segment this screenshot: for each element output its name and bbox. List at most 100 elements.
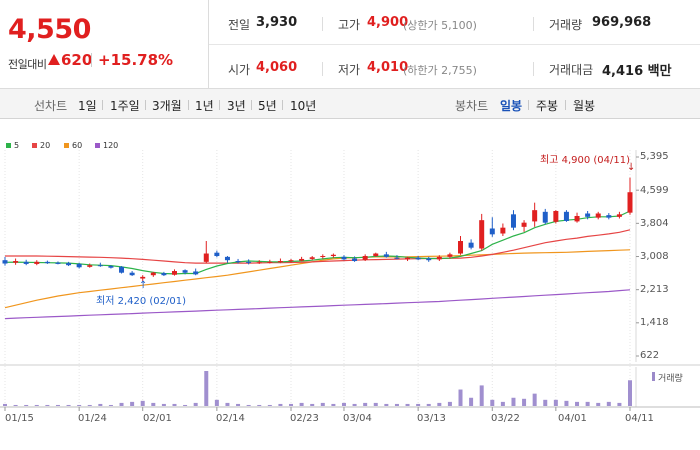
price-box: 4,550 전일대비 620 +15.78% [0,0,209,88]
x-tick: 02/14 [216,413,245,424]
period-1d[interactable]: 1일 [78,99,97,113]
period-1y[interactable]: 1년 [195,99,214,113]
candle-body [426,258,432,261]
candle-daily[interactable]: 일봉 [500,99,523,113]
period-3m[interactable]: 3개월 [152,99,182,113]
open-value: 4,060 [256,60,298,75]
period-10y[interactable]: 10년 [290,99,317,113]
volume-bar [299,402,304,406]
stat-separator [322,17,323,31]
candle-body [330,254,336,257]
stock-chart[interactable] [0,119,700,450]
candle-body [55,262,61,264]
ma60-legend: 60 [72,141,83,150]
volume-label: 거래량 [549,18,583,32]
candle-weekly[interactable]: 주봉 [536,99,559,113]
candle-body [616,214,622,217]
volume-bar [522,398,527,406]
candle-body [277,261,283,263]
low-label: 저가 [338,63,361,77]
ma120-swatch [95,143,100,148]
x-tick: 04/01 [558,413,587,424]
candle-body [510,214,516,228]
volume-bar [204,371,209,406]
change-label: 전일대비 [8,58,47,71]
volume-bar [352,403,357,406]
volume-bar [87,404,92,406]
change-value: 620 [61,51,93,69]
current-price: 4,550 [8,14,91,45]
candle-body [309,257,315,259]
ma5-line [4,210,631,275]
volume-bar [77,404,82,406]
volume-bar [130,401,135,406]
candle-body [97,265,103,267]
period-1w[interactable]: 1주일 [110,99,140,113]
candle-body [436,256,442,260]
stat-separator [533,17,534,31]
volume-bar [3,403,7,406]
volume-bar [161,403,166,406]
candle-monthly[interactable]: 월봉 [573,99,596,113]
volume-bar [511,397,516,406]
volume-bar [66,404,71,406]
candle-body [23,261,29,264]
candle-body [235,261,241,263]
volume-bar [363,402,368,406]
period-5y[interactable]: 5년 [258,99,277,113]
candle-body [2,260,8,264]
candle-body [76,263,82,268]
period-separator [219,100,220,110]
x-tick: 03/04 [343,413,372,424]
line-chart-label: 선차트 [34,99,68,113]
y-tick: 1,418 [640,317,669,328]
period-separator [565,100,566,110]
ma5-swatch [6,143,11,148]
high-label: 고가 [338,18,361,32]
prev-close-value: 3,930 [256,15,298,30]
candle-body [585,213,591,217]
volume-bar [564,400,569,406]
volume-bar [183,404,188,406]
candle-body [542,211,548,223]
low-value: 4,010 [367,60,409,75]
candle-body [574,215,580,222]
volume-bar [416,403,421,406]
period-separator [282,100,283,110]
candle-body [214,252,220,257]
up-arrow-icon: ↑ [139,280,148,291]
candle-body [447,254,453,257]
candle-body [521,222,527,227]
candle-body [182,270,188,273]
candle-body [13,261,19,263]
candle-body [606,215,612,218]
volume-bar [447,401,452,406]
candle-body [224,256,230,261]
volume-bar [119,402,124,406]
volume-bar [331,403,336,406]
volume-bar [246,404,251,406]
candle-body [489,228,495,235]
volume-bar [257,404,262,406]
down-arrow-icon: ↓ [627,162,636,173]
candle-body [468,242,474,248]
low-annotation: 최저 2,420 (02/01) [96,296,187,307]
candle-body [267,261,273,263]
change-separator [91,53,92,67]
x-tick: 02/01 [143,413,172,424]
candle-body [383,254,389,257]
volume-bar [490,399,495,406]
volume-bar [500,401,505,406]
volume-bar [479,385,484,406]
stat-separator [322,62,323,76]
candle-body [299,258,305,261]
period-toolbar: 선차트 1일 1주일 3개월 1년 3년 5년 10년 봉차트 일봉 주봉 월봉 [0,89,700,119]
change-percent: +15.78% [98,51,174,69]
candle-body [627,192,633,213]
ma60-swatch [64,143,69,148]
candle-body [161,273,167,276]
volume-bar [341,402,346,406]
trade-value-label: 거래대금 [549,63,594,77]
candle-body [553,210,559,222]
period-3y[interactable]: 3년 [227,99,246,113]
